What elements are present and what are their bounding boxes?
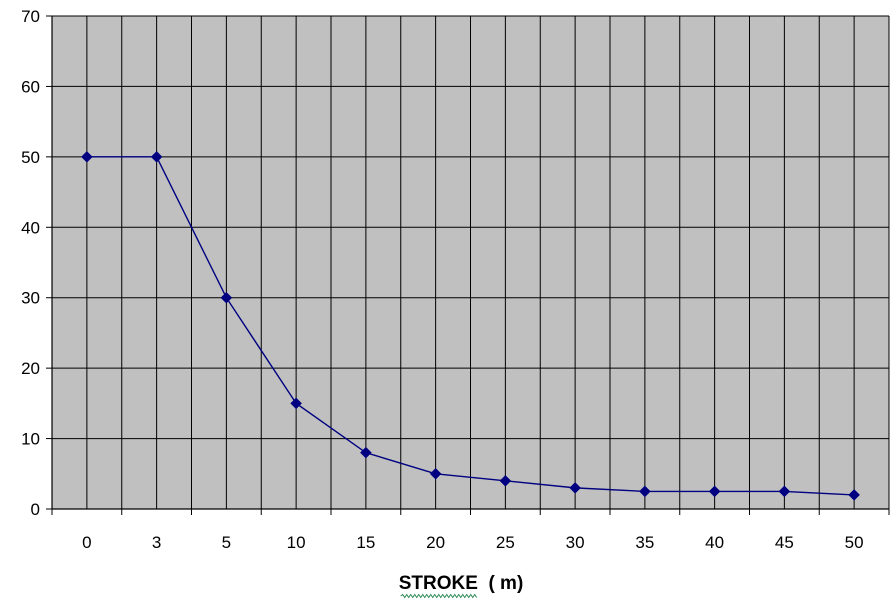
x-tick-label: 15 [356,533,375,552]
spellcheck-underline [400,593,478,599]
series-group [81,151,860,501]
x-tick-label: 5 [222,533,231,552]
x-tick-labels: 0 3 5 10 15 20 25 30 35 40 45 50 [82,533,863,552]
x-tick-label: 30 [566,533,585,552]
data-point-diamond-icon [429,467,442,480]
data-point-diamond-icon [499,474,512,487]
x-tick-label: 0 [82,533,91,552]
x-tick-label: 25 [496,533,515,552]
data-point-diamond-icon [290,397,302,410]
x-tick-label: 20 [426,533,445,552]
y-tick-label: 40 [21,218,40,237]
x-axis-label: STROKE ( m) [399,573,524,594]
data-point-diamond-icon [150,151,163,163]
series-line [86,156,855,496]
y-tick-label: 20 [21,359,40,378]
data-point-diamond-icon [569,482,581,494]
y-tick-label: 30 [21,289,40,308]
data-point-diamond-icon [220,291,233,304]
y-tick-label: 50 [21,148,40,167]
x-tick-label: 10 [287,533,306,552]
axes [51,16,889,510]
x-tick-label: 45 [775,533,794,552]
y-tick-label: 10 [21,430,40,449]
data-point-diamond-icon [360,446,372,459]
x-tick-label: 40 [705,533,724,552]
data-point-diamond-icon [778,485,791,498]
x-tick-label: 35 [635,533,654,552]
x-gridlines [51,16,890,515]
data-point-diamond-icon [848,489,860,501]
y-tick-labels: 0 10 20 30 40 50 60 70 [21,7,40,519]
y-tick-label: 0 [31,500,40,519]
data-point-diamond-icon [81,151,93,163]
y-tick-label: 60 [21,77,40,96]
x-tick-label: 50 [845,533,864,552]
data-point-diamond-icon [708,485,721,498]
data-point-diamond-icon [639,485,651,498]
x-tick-label: 3 [152,533,161,552]
y-tick-label: 70 [21,7,40,26]
